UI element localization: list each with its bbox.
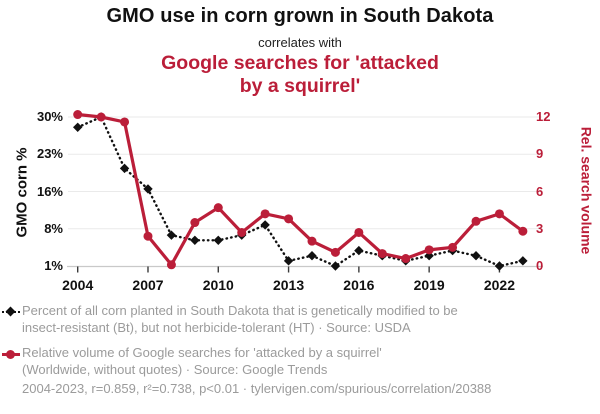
circle-data-point	[448, 242, 458, 252]
diamond-data-point	[354, 245, 364, 256]
right-axis-tick-label: 3	[536, 220, 544, 236]
circle-data-point	[120, 117, 130, 127]
circle-data-point	[284, 214, 294, 224]
diamond-data-point	[518, 256, 528, 266]
legend-entry-gmo-corn: Percent of all corn planted in South Dak…	[22, 303, 458, 335]
circle-data-point	[424, 245, 434, 255]
x-axis-tick-label: 2022	[483, 277, 516, 293]
circle-data-point	[213, 203, 223, 213]
circle-data-point	[471, 216, 481, 226]
diamond-marker-icon	[5, 306, 16, 317]
correlates-with-label: correlates with	[258, 35, 342, 50]
diamond-data-point	[494, 261, 505, 271]
right-axis-tick-label: 6	[536, 183, 544, 199]
right-axis-tick-label: 12	[536, 109, 551, 124]
left-axis-tick-label: 8%	[44, 220, 63, 236]
circle-marker-icon	[5, 349, 15, 359]
x-axis-tick-label: 2004	[62, 277, 94, 293]
diamond-data-point	[143, 184, 153, 194]
circle-data-point	[354, 227, 364, 237]
diamond-data-point	[213, 235, 223, 246]
diamond-data-point	[283, 256, 294, 266]
circle-data-point	[377, 249, 387, 259]
circle-data-point	[401, 254, 411, 264]
left-axis-tick-label: 30%	[36, 109, 63, 124]
diamond-data-point	[119, 163, 130, 174]
right-axis-tick-label: 9	[536, 146, 544, 162]
legend-entry-search-volume: Relative volume of Google searches for '…	[22, 345, 382, 377]
circle-data-point	[96, 112, 106, 122]
right-axis-tick-label: 0	[536, 258, 544, 273]
diamond-data-point	[260, 220, 270, 230]
circle-data-point	[307, 236, 317, 246]
x-axis-tick-label: 2007	[132, 277, 164, 293]
legend-marker-search-volume	[2, 348, 20, 360]
diamond-data-point	[307, 251, 317, 261]
diamond-data-point	[190, 235, 200, 246]
circle-data-point	[518, 226, 528, 236]
x-axis-tick-label: 2016	[343, 277, 375, 293]
left-axis-tick-label: 16%	[36, 183, 63, 199]
circle-data-point	[166, 260, 176, 270]
circle-data-point	[73, 110, 83, 120]
stats-footer: 2004-2023, r=0.859, r²=0.738, p<0.01 · t…	[22, 381, 492, 396]
diamond-data-point	[166, 230, 177, 240]
circle-data-point	[330, 247, 340, 257]
secondary-title: Google searches for 'attacked by a squir…	[161, 52, 439, 97]
circle-data-point	[190, 218, 200, 228]
circle-data-point	[143, 231, 153, 241]
left-axis-tick-label: 1%	[44, 258, 63, 273]
legend-marker-gmo-corn	[2, 306, 20, 318]
series-line-gmo-corn	[76, 115, 525, 268]
x-axis-tick-label: 2019	[413, 277, 445, 293]
circle-data-point	[237, 227, 247, 237]
diamond-data-point	[471, 251, 481, 261]
circle-data-point	[260, 209, 270, 219]
circle-data-point	[494, 209, 504, 219]
x-axis-tick-label: 2013	[272, 277, 305, 293]
page-title: GMO use in corn grown in South Dakota	[106, 5, 494, 27]
diamond-data-point	[330, 261, 341, 271]
x-axis-tick-label: 2010	[202, 277, 234, 293]
diamond-data-point	[73, 122, 83, 132]
left-axis-tick-label: 23%	[36, 146, 63, 162]
